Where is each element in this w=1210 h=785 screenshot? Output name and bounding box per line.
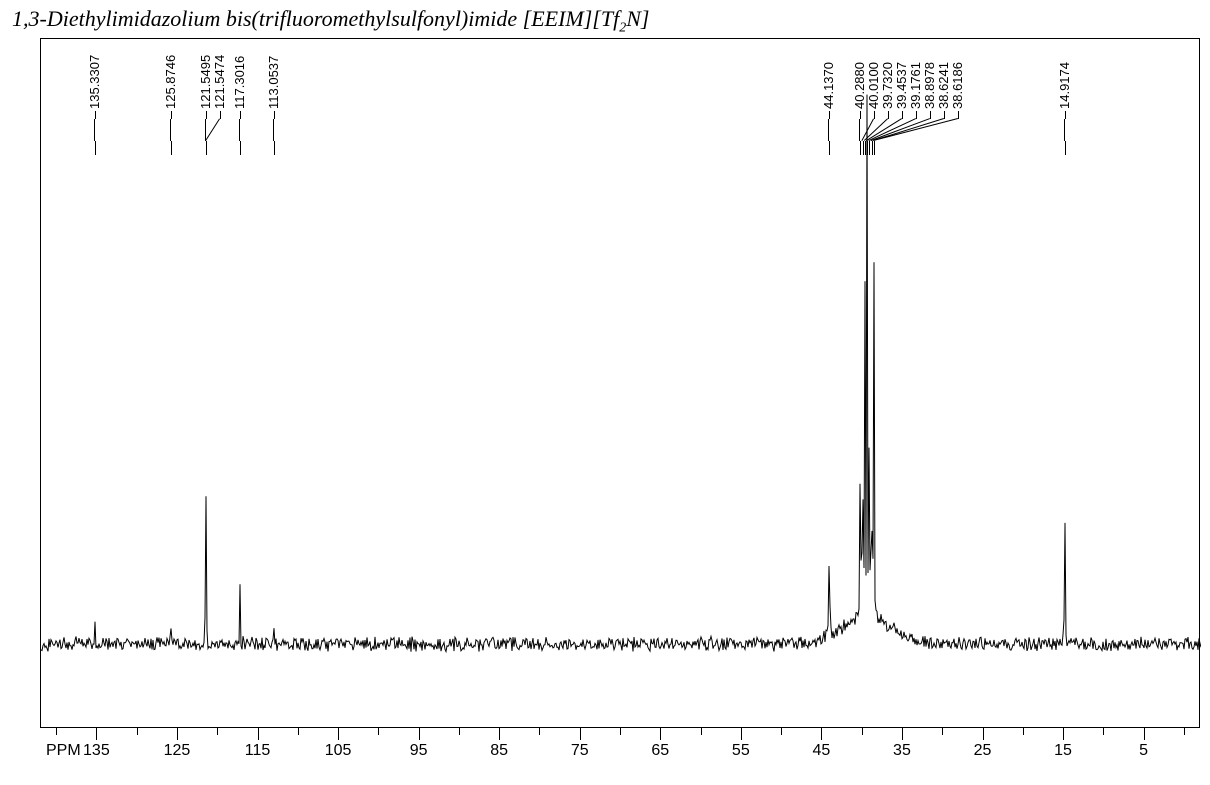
x-axis-tick-label: 25: [974, 742, 992, 760]
x-axis-tick-label: 95: [410, 742, 428, 760]
x-axis-major-tick: [1144, 728, 1145, 740]
x-axis-tick-label: 15: [1054, 742, 1072, 760]
x-axis-minor-tick: [539, 728, 540, 735]
x-axis-major-tick: [419, 728, 420, 740]
x-axis-tick-label: 125: [164, 742, 191, 760]
x-axis-minor-tick: [459, 728, 460, 735]
x-axis-minor-tick: [137, 728, 138, 735]
x-axis-major-tick: [338, 728, 339, 740]
x-axis-minor-tick: [942, 728, 943, 735]
x-axis-minor-tick: [56, 728, 57, 735]
x-axis-minor-tick: [1103, 728, 1104, 735]
x-axis-tick-label: 105: [325, 742, 352, 760]
x-axis-tick-label: 35: [893, 742, 911, 760]
x-axis-major-tick: [96, 728, 97, 740]
x-axis-minor-tick: [378, 728, 379, 735]
x-axis-tick-label: 65: [651, 742, 669, 760]
compound-title: 1,3-Diethylimidazolium bis(trifluorometh…: [12, 6, 649, 36]
x-axis-minor-tick: [1023, 728, 1024, 735]
x-axis-tick-label: 45: [812, 742, 830, 760]
x-axis-minor-tick: [701, 728, 702, 735]
x-axis-minor-tick: [1184, 728, 1185, 735]
x-axis-tick-label: 5: [1139, 742, 1148, 760]
x-axis-major-tick: [1063, 728, 1064, 740]
x-axis-major-tick: [902, 728, 903, 740]
nmr-spectrum-trace: [41, 39, 1201, 729]
x-axis-unit-label: PPM: [46, 742, 81, 760]
x-axis-tick-label: 135: [83, 742, 110, 760]
x-axis-major-tick: [499, 728, 500, 740]
x-axis-minor-tick: [781, 728, 782, 735]
x-axis-major-tick: [660, 728, 661, 740]
x-axis-minor-tick: [620, 728, 621, 735]
x-axis-minor-tick: [217, 728, 218, 735]
x-axis-major-tick: [741, 728, 742, 740]
x-axis-major-tick: [580, 728, 581, 740]
x-axis-tick-label: 55: [732, 742, 750, 760]
nmr-plot-frame: 135.3307125.8746121.5495121.5474117.3016…: [40, 38, 1200, 728]
x-axis-major-tick: [177, 728, 178, 740]
x-axis-minor-tick: [298, 728, 299, 735]
x-axis-minor-tick: [862, 728, 863, 735]
x-axis-major-tick: [258, 728, 259, 740]
x-axis-tick-label: 85: [490, 742, 508, 760]
x-axis-tick-label: 75: [571, 742, 589, 760]
x-axis-major-tick: [983, 728, 984, 740]
x-axis-tick-label: 115: [245, 742, 271, 760]
x-axis-major-tick: [821, 728, 822, 740]
